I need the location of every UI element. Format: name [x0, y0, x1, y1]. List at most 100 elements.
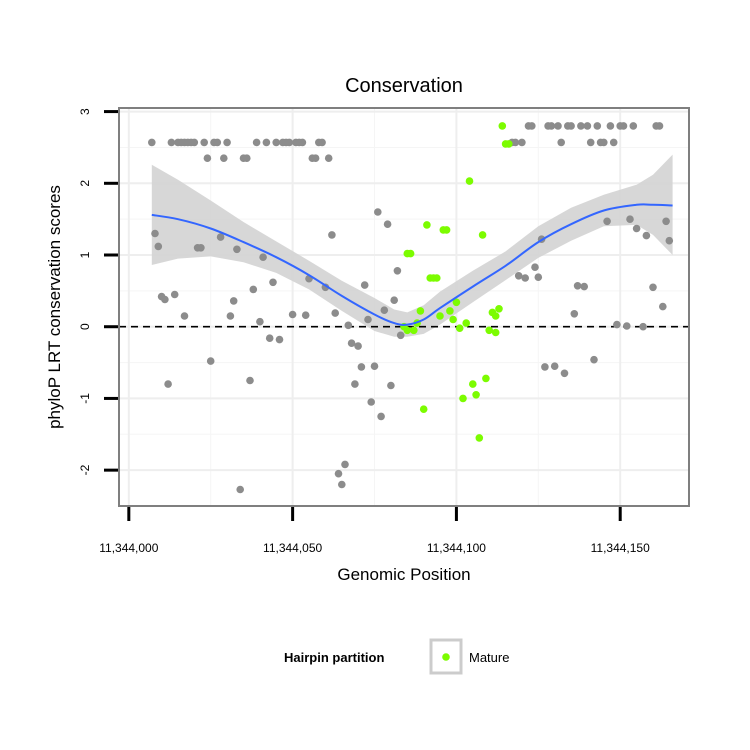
point-other — [613, 320, 621, 329]
point-other — [324, 154, 333, 162]
point-other — [514, 272, 523, 280]
point-other — [393, 267, 402, 275]
point-other — [573, 282, 582, 290]
point-other — [609, 138, 618, 147]
x-axis-title: Genomic Position — [337, 565, 470, 584]
point-other — [629, 122, 638, 130]
point-other — [265, 334, 274, 343]
confidence-band — [151, 154, 673, 337]
point-other — [619, 122, 628, 130]
point-other — [223, 138, 231, 147]
point-mature — [495, 305, 503, 313]
point-other — [288, 310, 297, 319]
point-other — [229, 297, 238, 305]
point-mature — [452, 298, 461, 307]
point-other — [606, 122, 615, 130]
point-other — [151, 229, 159, 238]
point-other — [367, 398, 376, 406]
point-other — [236, 485, 244, 494]
point-other — [364, 315, 372, 324]
point-other — [380, 306, 389, 315]
data-points — [148, 122, 674, 494]
point-other — [511, 138, 520, 147]
point-other — [547, 122, 556, 130]
point-mature — [459, 394, 467, 403]
point-other — [311, 154, 320, 162]
point-other — [206, 357, 215, 365]
point-other — [528, 122, 536, 130]
y-axis-title: phyloP LRT conservation scores — [45, 185, 64, 429]
point-other — [220, 154, 228, 162]
y-tick-label: 1 — [78, 251, 92, 258]
point-other — [521, 274, 529, 282]
point-mature — [475, 434, 484, 442]
point-other — [642, 231, 651, 240]
point-other — [590, 355, 598, 364]
y-tick-label: 3 — [78, 108, 92, 115]
point-other — [383, 220, 392, 228]
point-mature — [462, 319, 471, 327]
point-other — [161, 295, 169, 304]
point-other — [170, 290, 179, 299]
y-tick-label: 0 — [78, 323, 92, 330]
point-other — [360, 281, 369, 289]
point-other — [275, 335, 284, 344]
point-mature — [485, 326, 494, 335]
y-tick-label: -1 — [78, 393, 92, 404]
point-other — [623, 322, 631, 330]
point-other — [328, 231, 336, 239]
point-mature — [403, 326, 412, 335]
plot-area — [118, 107, 690, 507]
point-mature — [478, 231, 487, 239]
y-tick-label: -2 — [78, 464, 92, 475]
x-axis: 11,344,000 11,344,050 11,344,100 11,344,150 — [99, 507, 650, 555]
grid-lines — [119, 108, 689, 506]
point-other — [374, 208, 382, 216]
point-other — [190, 138, 199, 147]
x-tick-label: 11,344,000 — [99, 541, 158, 555]
point-other — [639, 322, 647, 331]
point-other — [583, 122, 592, 130]
legend: Hairpin partition Mature — [284, 638, 509, 675]
x-tick-label: 11,344,050 — [263, 541, 322, 555]
point-other — [662, 217, 670, 226]
point-other — [180, 312, 189, 320]
point-other — [554, 122, 562, 130]
point-other — [370, 362, 379, 371]
point-mature — [455, 324, 464, 333]
point-other — [233, 245, 241, 254]
point-other — [351, 380, 359, 388]
point-other — [531, 263, 539, 272]
point-other — [396, 331, 405, 340]
point-mature — [482, 374, 490, 383]
point-other — [541, 363, 549, 371]
point-other — [347, 339, 356, 348]
point-other — [586, 138, 595, 147]
point-other — [249, 285, 258, 294]
point-other — [344, 321, 353, 330]
point-other — [377, 412, 385, 421]
point-other — [567, 122, 575, 130]
plot-border — [118, 107, 690, 507]
point-other — [318, 138, 326, 147]
point-other — [341, 460, 349, 469]
point-other — [649, 283, 657, 292]
point-other — [338, 480, 346, 489]
x-tick-label: 11,344,100 — [427, 541, 486, 555]
point-other — [534, 273, 543, 282]
point-other — [243, 154, 251, 162]
smooth-trend-line — [151, 203, 673, 326]
point-other — [357, 363, 366, 371]
point-mature — [498, 122, 507, 130]
point-mature — [419, 405, 428, 414]
point-other — [354, 342, 362, 350]
point-mature — [472, 391, 480, 399]
point-other — [164, 380, 172, 388]
point-other — [246, 376, 254, 385]
point-other — [301, 311, 310, 320]
legend-title: Hairpin partition — [284, 650, 384, 665]
point-mature — [491, 328, 500, 337]
point-mature — [491, 312, 500, 320]
point-other — [560, 369, 569, 378]
point-other — [259, 253, 267, 261]
